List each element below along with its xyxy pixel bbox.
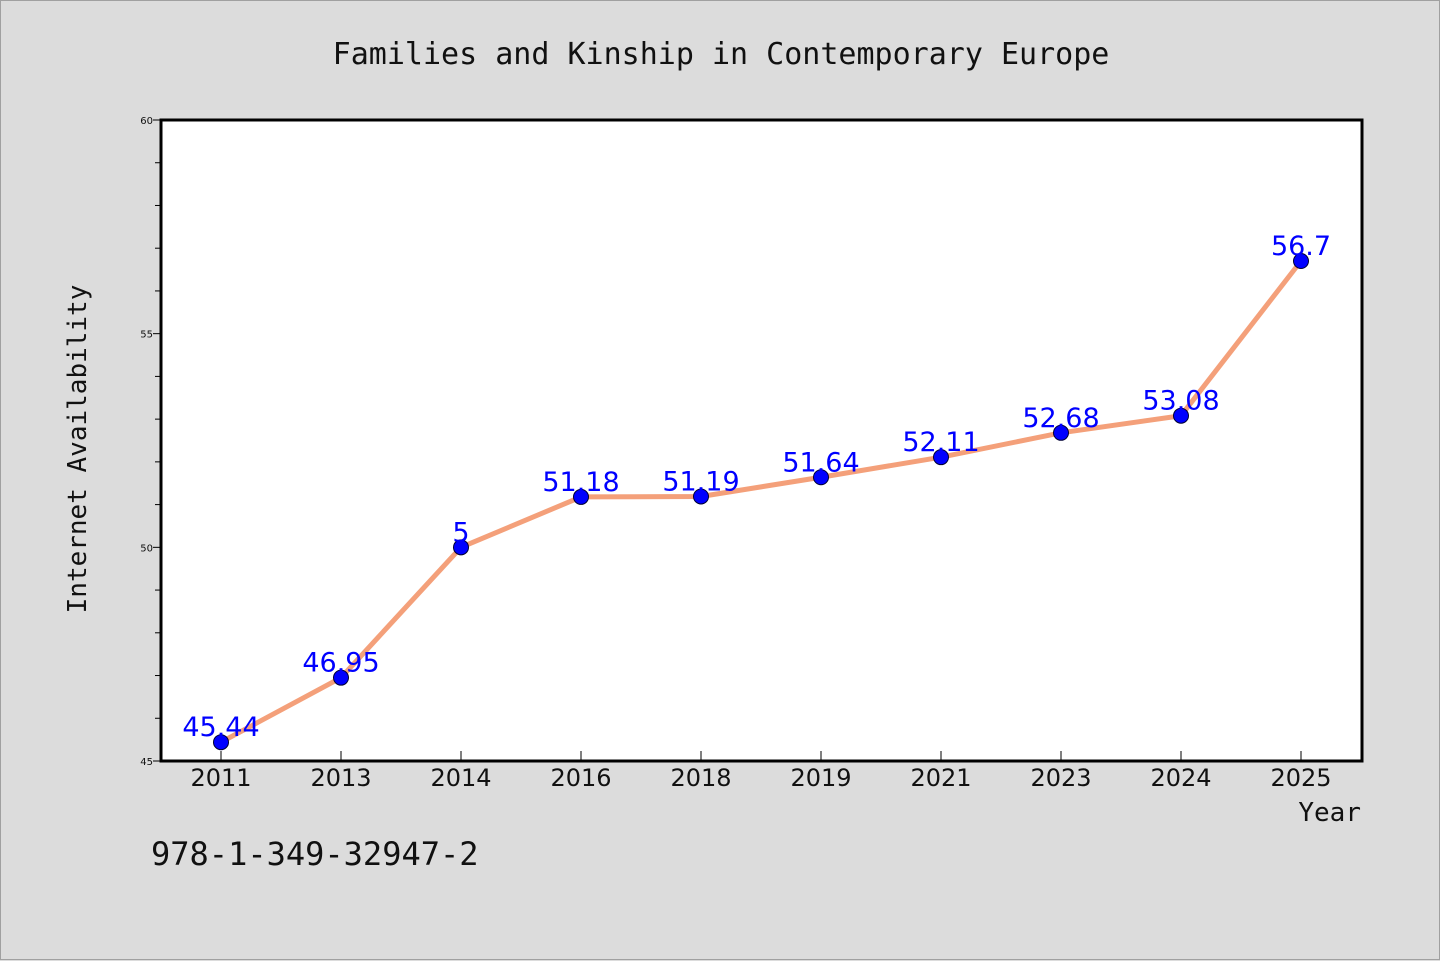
y-tick-label: 60 <box>140 116 153 127</box>
data-point <box>813 469 829 486</box>
y-axis-label: Internet Availability <box>63 285 93 614</box>
series-line <box>218 258 1304 745</box>
y-tick-label: 45 <box>140 757 153 768</box>
data-point <box>333 669 349 686</box>
x-tick-label: 2013 <box>310 764 371 792</box>
x-axis-label: Year <box>1298 798 1361 828</box>
y-tick-label: 55 <box>140 330 153 341</box>
x-tick-label: 2014 <box>430 764 491 792</box>
x-tick-label: 2025 <box>1270 764 1331 792</box>
x-axis: 2011 2013 2014 2016 2018 2019 2021 2023 2024 2025 <box>190 751 1332 792</box>
data-point <box>213 734 229 751</box>
data-point <box>1173 407 1189 424</box>
data-label: 51.18 <box>542 467 619 498</box>
data-point <box>573 488 589 505</box>
x-tick-label: 2011 <box>190 764 251 792</box>
x-tick-label: 2024 <box>1150 764 1211 792</box>
isbn-text: 978-1-349-32947-2 <box>151 835 479 873</box>
data-label: 51.19 <box>662 466 739 497</box>
data-point <box>1053 424 1069 441</box>
y-axis: 45 50 55 60 <box>140 116 161 768</box>
data-label: 56.7 <box>1271 231 1331 262</box>
data-label: 5 <box>452 517 469 548</box>
data-labels: 45.44 46.95 5 51.18 51.19 51.64 52.11 52.68 53.0… <box>182 231 1331 743</box>
data-point <box>693 488 709 505</box>
data-label: 51.64 <box>782 447 859 478</box>
data-label: 53.08 <box>1142 386 1219 417</box>
data-label: 46.95 <box>302 648 379 679</box>
x-tick-label: 2021 <box>910 764 971 792</box>
x-tick-label: 2018 <box>670 764 731 792</box>
data-point <box>453 539 469 556</box>
data-point <box>1293 253 1309 270</box>
data-point <box>933 449 949 466</box>
x-tick-label: 2019 <box>790 764 851 792</box>
chart-title: Families and Kinship in Contemporary Eur… <box>333 37 1110 72</box>
y-tick-label: 50 <box>140 543 153 554</box>
x-tick-label: 2023 <box>1030 764 1091 792</box>
data-label: 45.44 <box>182 712 259 743</box>
x-tick-label: 2016 <box>550 764 611 792</box>
data-markers <box>213 253 1309 751</box>
data-label: 52.11 <box>902 427 979 458</box>
data-label: 52.68 <box>1022 403 1099 434</box>
